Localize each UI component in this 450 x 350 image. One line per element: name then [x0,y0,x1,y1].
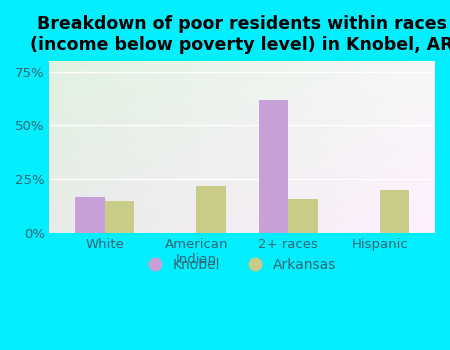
Legend: Knobel, Arkansas: Knobel, Arkansas [142,253,342,278]
Bar [196,186,226,233]
Bar [380,190,410,233]
Bar [104,201,134,233]
Title: Breakdown of poor residents within races
(income below poverty level) in Knobel,: Breakdown of poor residents within races… [31,15,450,54]
Bar [288,199,318,233]
Bar [259,100,288,233]
Bar [75,196,104,233]
